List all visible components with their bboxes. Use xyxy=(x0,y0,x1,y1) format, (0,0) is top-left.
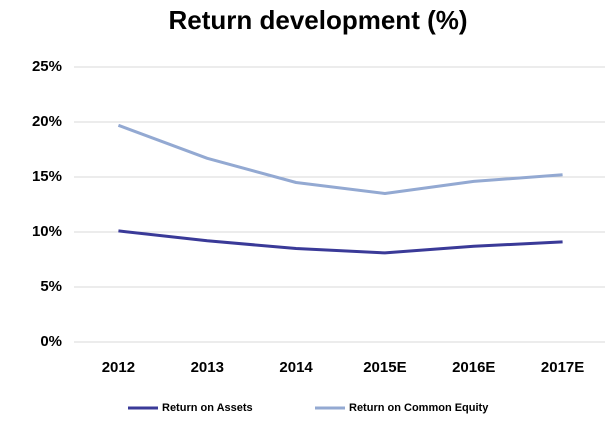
y-tick-label: 0% xyxy=(40,333,62,350)
chart-title: Return development (%) xyxy=(168,5,467,35)
x-tick-label: 2014 xyxy=(279,359,313,376)
line xyxy=(117,123,563,195)
line xyxy=(118,229,563,255)
x-tick-label: 2015E xyxy=(363,359,406,376)
x-tick-label: 2016E xyxy=(452,359,495,376)
x-tick-label: 2012 xyxy=(102,359,135,376)
y-tick-label: 15% xyxy=(32,168,62,185)
x-tick-label: 2017E xyxy=(541,359,584,376)
y-tick-label: 5% xyxy=(40,278,62,295)
y-tick-label: 10% xyxy=(32,223,62,240)
legend-label: Return on Assets xyxy=(162,402,253,414)
y-tick-label: 20% xyxy=(32,113,62,130)
y-tick-label: 25% xyxy=(32,58,62,75)
x-tick-label: 2013 xyxy=(191,359,224,376)
legend-label: Return on Common Equity xyxy=(349,402,489,414)
